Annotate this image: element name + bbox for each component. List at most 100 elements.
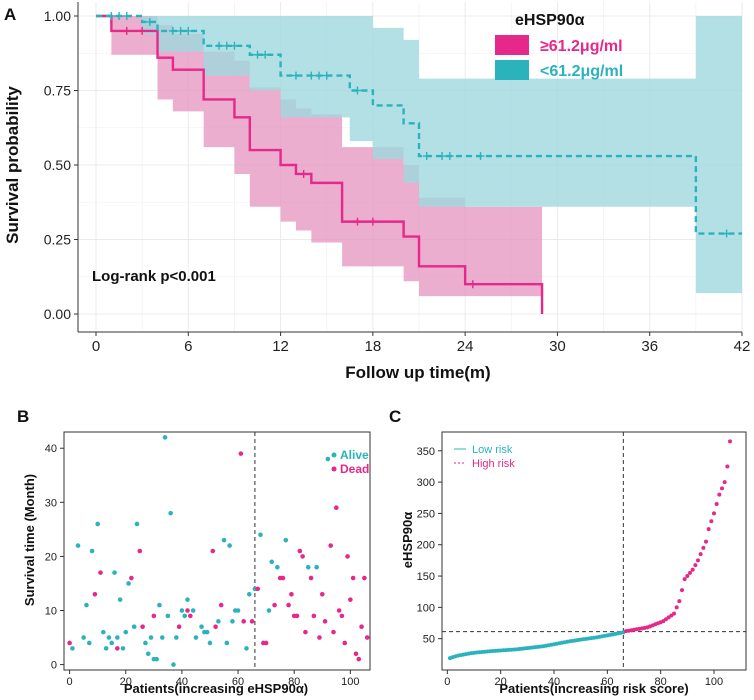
point-alive	[244, 646, 249, 651]
censor-mark-low	[422, 152, 431, 161]
legend-label-high-risk: High risk	[472, 458, 515, 470]
point-high-risk	[672, 611, 676, 616]
point-dead	[297, 548, 303, 554]
panel-a-label: A	[4, 5, 16, 24]
point-dead	[311, 613, 317, 619]
point-dead	[342, 640, 348, 646]
panel-c-x-tick-label: 60	[601, 676, 613, 688]
panel-b-legend: Alive Dead	[331, 448, 369, 476]
point-high-risk	[728, 439, 732, 444]
point-alive	[154, 656, 159, 662]
panel-c-x-tick-label: 80	[655, 676, 667, 688]
point-alive	[81, 635, 86, 640]
point-alive	[84, 602, 89, 608]
point-dead	[213, 624, 218, 630]
point-dead	[322, 619, 328, 624]
point-alive	[123, 629, 129, 635]
point-high-risk	[701, 545, 706, 550]
point-dead	[210, 548, 216, 554]
panel-a-y-tick-label: 1.00	[44, 8, 71, 24]
point-high-risk	[674, 605, 679, 610]
point-high-risk	[693, 563, 698, 568]
survival-curve-low	[96, 14, 742, 235]
panel-a-y-tick-label: 0.25	[44, 232, 71, 248]
panel-b-scatter: B Survival time (Month) Patients(increas…	[17, 407, 371, 696]
point-alive	[101, 629, 106, 635]
point-alive	[185, 597, 190, 602]
panel-c-legend: Low risk High risk	[454, 444, 515, 470]
point-alive	[126, 581, 131, 586]
panel-c-y-tick-label: 50	[423, 634, 435, 646]
point-alive	[171, 662, 176, 667]
point-dead	[359, 624, 364, 630]
legend-dot-alive	[331, 452, 337, 458]
point-dead	[218, 602, 224, 608]
censor-mark-high	[353, 217, 362, 226]
point-dead	[331, 629, 336, 635]
legend-label-low-risk: Low risk	[472, 444, 513, 456]
point-dead	[137, 548, 143, 554]
point-dead	[353, 651, 359, 657]
panel-b-x-tick-label: 20	[120, 676, 132, 688]
censor-mark-low	[145, 17, 154, 26]
point-dead	[289, 591, 294, 597]
censor-mark-low	[261, 50, 270, 59]
panel-b-xlabel: Patients(increasing eHSP90α)	[124, 681, 308, 696]
point-alive	[70, 646, 75, 651]
point-dead	[129, 575, 134, 581]
point-alive	[162, 435, 168, 440]
point-alive	[230, 619, 235, 624]
point-alive	[165, 613, 171, 619]
point-alive	[190, 608, 196, 613]
legend-label-low: <61.2μg/ml	[540, 63, 623, 80]
point-alive	[131, 624, 137, 630]
panel-b-y-tick-label: 10	[45, 606, 57, 618]
point-alive	[117, 597, 123, 602]
panel-a-x-tick-label: 30	[549, 338, 566, 355]
point-high-risk	[725, 464, 730, 469]
point-dead	[303, 629, 308, 635]
panel-c-ylabel: eHSP90α	[400, 512, 415, 568]
point-alive	[145, 651, 151, 657]
point-alive	[148, 635, 154, 640]
point-alive	[89, 548, 95, 554]
point-high-risk	[677, 599, 682, 604]
panel-b-x-tick-label: 100	[341, 676, 359, 688]
point-dead	[339, 613, 345, 619]
point-dead	[328, 543, 333, 548]
point-alive	[283, 537, 289, 543]
panel-a-x-tick-label: 12	[272, 338, 289, 355]
point-dead	[356, 656, 362, 662]
censor-mark-low	[168, 26, 177, 35]
legend-swatch-low	[495, 60, 529, 80]
point-alive	[207, 640, 213, 646]
point-alive	[168, 510, 173, 516]
panel-c-x-tick-label: 40	[548, 676, 560, 688]
point-high-risk	[720, 486, 724, 491]
censor-mark-low	[115, 12, 124, 20]
point-alive	[216, 619, 221, 624]
censor-mark-low	[253, 50, 262, 59]
panel-b-x-tick-label: 0	[67, 676, 73, 688]
point-alive	[143, 640, 148, 646]
point-dead	[140, 624, 145, 630]
point-alive	[314, 564, 319, 570]
point-alive	[95, 521, 100, 527]
point-dead	[92, 591, 98, 597]
point-high-risk	[690, 567, 695, 572]
censor-mark-low	[291, 71, 300, 80]
point-alive	[115, 635, 120, 640]
point-alive	[157, 602, 162, 608]
panel-a-xlabel: Follow up time(m)	[345, 363, 490, 382]
point-high-risk	[688, 570, 692, 575]
point-high-risk	[680, 588, 684, 593]
point-dead	[334, 505, 339, 511]
point-alive	[269, 559, 275, 565]
point-dead	[286, 602, 291, 608]
censor-mark-high	[468, 280, 477, 289]
censor-mark-low	[230, 41, 239, 50]
point-high-risk	[682, 577, 687, 582]
panel-a-legend: eHSP90α ≥61.2μg/ml <61.2μg/ml	[495, 12, 623, 80]
point-dead	[115, 646, 120, 651]
point-alive	[182, 613, 188, 619]
